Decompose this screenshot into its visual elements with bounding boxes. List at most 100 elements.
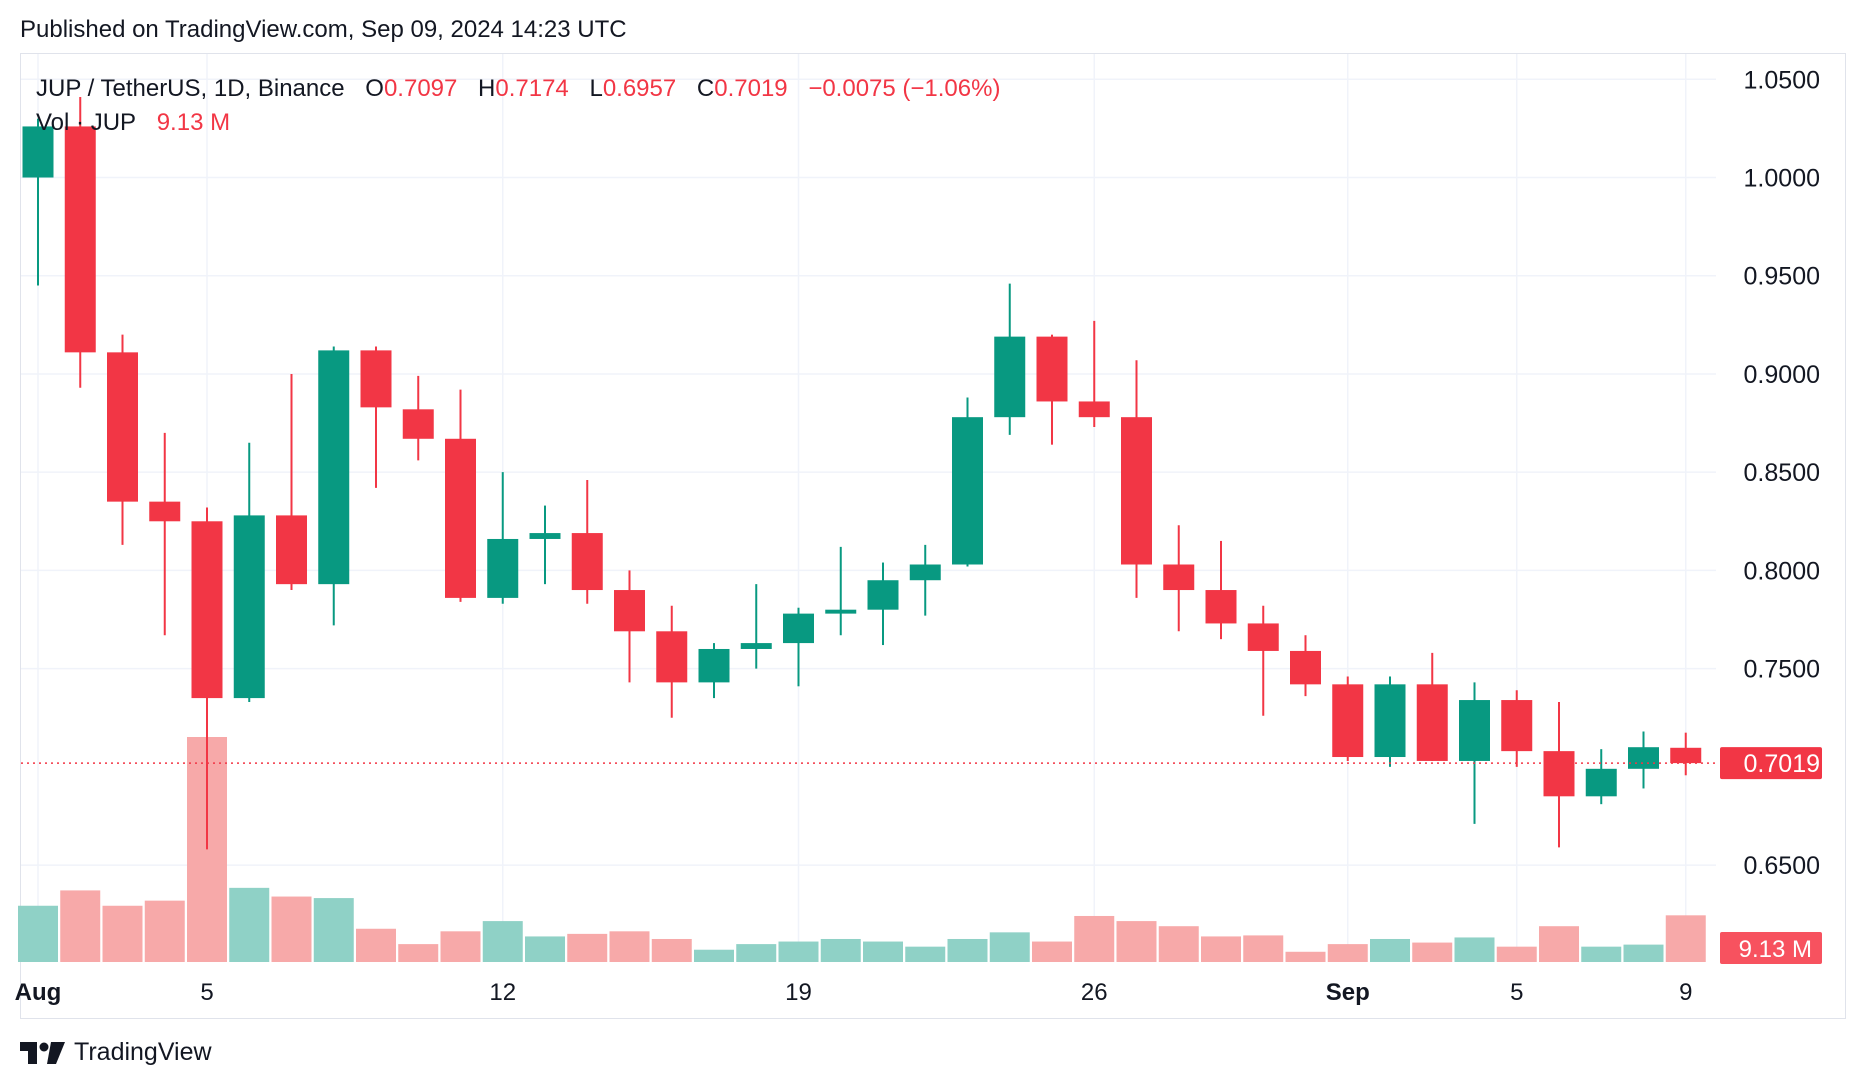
candle[interactable] [1121, 360, 1152, 598]
volume-bar [778, 941, 819, 962]
price-tick-label: 0.8000 [1744, 557, 1820, 585]
last-volume-label: 9.13 M [1739, 936, 1812, 963]
candle[interactable] [1501, 690, 1533, 767]
candle[interactable] [1332, 676, 1364, 761]
low-value: 0.6957 [602, 75, 677, 102]
volume-bar [1539, 926, 1579, 962]
tradingview-brand[interactable]: TradingView [74, 1038, 212, 1066]
candle-body [740, 643, 772, 649]
candle[interactable] [445, 389, 476, 602]
candle-body [1416, 684, 1448, 761]
candle[interactable] [1036, 334, 1068, 445]
candle[interactable] [191, 507, 223, 850]
candle[interactable] [360, 346, 392, 488]
candle-body [994, 336, 1026, 418]
candle[interactable] [614, 570, 645, 683]
chart-legend: JUP / TetherUS, 1D, Binance O0.7097 H0.7… [36, 72, 1000, 140]
candle-body [318, 350, 350, 585]
volume-bar [102, 905, 143, 962]
candle-body [1121, 417, 1152, 565]
candle[interactable] [909, 544, 941, 616]
candle-body [149, 501, 181, 522]
volume-label[interactable]: Vol · JUP [36, 109, 137, 136]
candle-body [1247, 623, 1279, 651]
candle[interactable] [1543, 702, 1575, 848]
open-value: 0.7097 [383, 75, 458, 102]
date-tick-label: 5 [1510, 979, 1523, 1006]
price-tick-label: 1.0500 [1744, 66, 1820, 94]
candle[interactable] [1459, 682, 1490, 824]
high-label: H [478, 75, 496, 102]
candle-body [487, 538, 519, 598]
date-tick-label: 19 [785, 979, 812, 1006]
candle[interactable] [952, 397, 983, 567]
candle[interactable] [149, 432, 181, 636]
volume-bar [1032, 941, 1072, 962]
candle-body [360, 350, 392, 408]
candle[interactable] [1374, 676, 1406, 767]
volume-bar [651, 938, 692, 962]
candle[interactable] [1247, 605, 1279, 716]
candle[interactable] [1416, 652, 1448, 761]
candle[interactable] [529, 505, 561, 585]
volume-bar [694, 949, 734, 962]
candle[interactable] [1290, 635, 1321, 697]
volume-bar [1201, 936, 1241, 962]
candle-body [276, 515, 307, 585]
candle[interactable] [233, 442, 265, 703]
volume-bar [1243, 935, 1284, 962]
chart-frame [20, 53, 1846, 1019]
candle-body [233, 515, 265, 699]
volume-bar [820, 938, 861, 962]
price-tick-label: 0.6500 [1744, 852, 1820, 880]
candle[interactable] [402, 375, 434, 461]
candle-body [614, 590, 645, 632]
candle-body [1628, 747, 1659, 769]
candle[interactable] [740, 584, 772, 669]
close-label: C [696, 75, 715, 102]
candle[interactable] [698, 643, 730, 699]
candle[interactable] [1078, 320, 1110, 427]
candle[interactable] [318, 346, 350, 626]
candle-body [1459, 700, 1490, 761]
candle[interactable] [825, 546, 857, 636]
candle[interactable] [64, 96, 96, 388]
candle[interactable] [107, 334, 138, 545]
candle[interactable] [1670, 732, 1702, 776]
price-tick-label: 0.9000 [1744, 361, 1820, 389]
volume-bar [989, 932, 1030, 962]
candle[interactable] [783, 607, 814, 687]
candle[interactable] [1163, 525, 1195, 632]
candle[interactable] [994, 283, 1026, 435]
candle[interactable] [487, 472, 519, 604]
candle[interactable] [1628, 731, 1659, 789]
volume-bar [736, 944, 777, 962]
time-axis: Aug 5 12 19 26 Sep 5 9 [15, 979, 1693, 1006]
volume-bar [229, 887, 270, 962]
candle-body [1670, 747, 1702, 764]
candle-body [1543, 751, 1575, 797]
volume-bar [947, 938, 988, 962]
candle[interactable] [656, 605, 688, 718]
volume-bar [1285, 951, 1326, 962]
volume-bar [1370, 938, 1410, 962]
date-tick-label: 26 [1081, 979, 1108, 1006]
candle[interactable] [571, 480, 603, 604]
chart-grid [21, 54, 1716, 962]
candle[interactable] [1205, 540, 1237, 640]
candle[interactable] [276, 373, 307, 591]
symbol-label[interactable]: JUP / TetherUS, 1D, Binance [36, 75, 345, 102]
volume-bar [1665, 915, 1706, 962]
candle[interactable] [22, 118, 54, 286]
candle[interactable] [1585, 749, 1617, 805]
volume-bars [18, 737, 1706, 962]
volume-bar [440, 931, 481, 962]
candle-body [64, 126, 96, 353]
candle[interactable] [867, 562, 899, 646]
close-value: 0.7019 [714, 75, 788, 102]
candle-body [952, 417, 983, 565]
last-volume-badge: 9.13 M [1720, 932, 1822, 964]
candlesticks [22, 96, 1702, 850]
candle-body [1585, 768, 1617, 797]
